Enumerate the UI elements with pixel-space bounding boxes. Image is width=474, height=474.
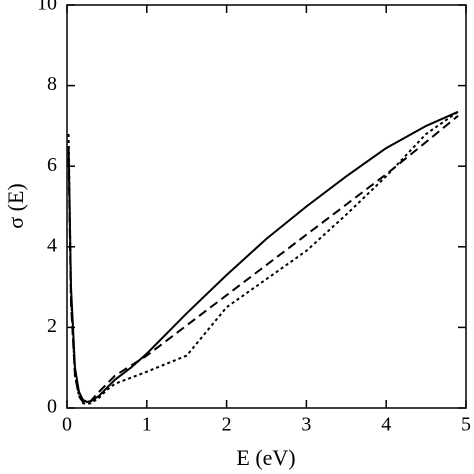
x-tick-label: 1 bbox=[142, 414, 152, 436]
data-line bbox=[67, 110, 459, 405]
y-tick-label: 4 bbox=[47, 234, 57, 256]
x-tick-label: 5 bbox=[461, 414, 471, 436]
y-tick-label: 2 bbox=[47, 315, 57, 337]
data-line bbox=[67, 115, 459, 404]
x-tick-label: 0 bbox=[62, 414, 72, 436]
y-tick-label: 6 bbox=[47, 154, 57, 176]
x-tick-label: 2 bbox=[222, 414, 232, 436]
y-tick-label: 0 bbox=[47, 396, 57, 418]
plot-frame bbox=[66, 4, 467, 409]
x-axis-label: E (eV) bbox=[236, 445, 295, 470]
y-tick-label: 8 bbox=[47, 73, 57, 95]
data-line bbox=[67, 110, 459, 404]
y-axis-label: σ (E) bbox=[3, 183, 28, 228]
y-tick-label: 10 bbox=[37, 0, 57, 15]
x-tick-label: 4 bbox=[381, 414, 391, 436]
x-tick-label: 3 bbox=[301, 414, 311, 436]
